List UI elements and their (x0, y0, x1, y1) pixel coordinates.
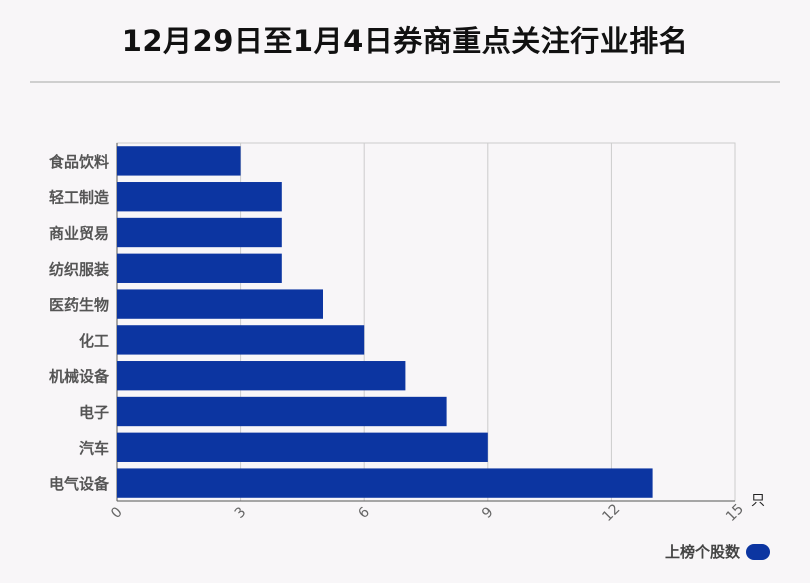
bar (117, 253, 282, 283)
bar (117, 289, 323, 319)
bar (117, 146, 241, 176)
category-label: 化工 (79, 332, 109, 350)
legend-swatch (746, 543, 770, 560)
x-tick-label: 9 (479, 504, 497, 522)
category-label: 医药生物 (49, 296, 109, 314)
category-label: 商业贸易 (49, 225, 109, 243)
x-unit-label: 只 (751, 493, 765, 509)
x-tick-label: 0 (108, 504, 126, 522)
bar (117, 361, 406, 391)
x-tick-label: 3 (232, 504, 250, 522)
legend: 上榜个股数 (665, 541, 770, 562)
bar (117, 182, 282, 212)
category-label: 机械设备 (49, 368, 110, 386)
category-label: 电子 (79, 404, 109, 422)
x-tick-label: 15 (723, 501, 747, 525)
x-tick-label: 12 (599, 501, 623, 525)
category-label: 汽车 (79, 439, 109, 457)
category-label: 电气设备 (49, 475, 110, 493)
category-label: 食品饮料 (49, 153, 109, 171)
bar (117, 432, 488, 462)
bar (117, 396, 447, 427)
bar (117, 325, 365, 355)
bar (117, 217, 282, 248)
title-divider (30, 81, 780, 83)
chart-title: 12月29日至1月4日券商重点关注行业排名 (121, 24, 689, 58)
bar (117, 468, 653, 498)
legend-label: 上榜个股数 (664, 543, 740, 561)
category-label: 纺织服装 (49, 260, 110, 278)
x-tick-label: 6 (355, 504, 373, 522)
category-label: 轻工制造 (49, 189, 109, 207)
